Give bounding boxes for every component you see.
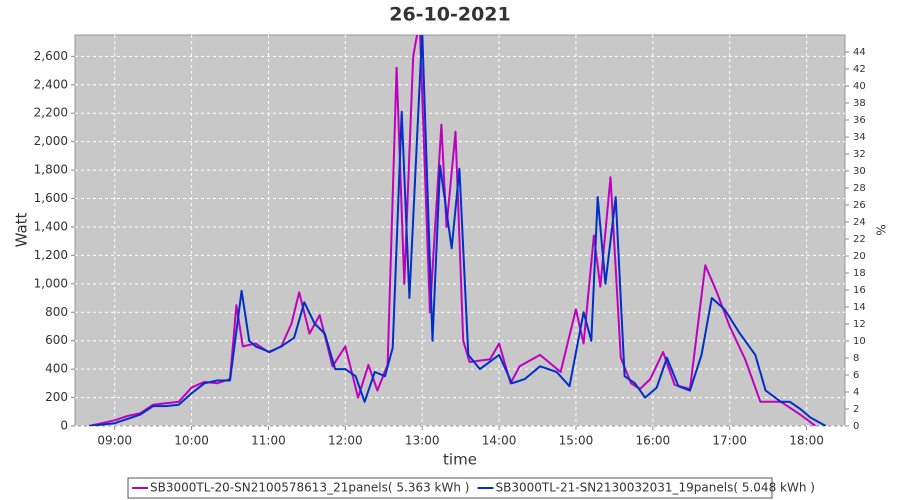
y-tick-label: 2,400 [34, 77, 68, 91]
legend-label: SB3000TL-21-SN2130032031_19panels( 5.048… [495, 481, 814, 495]
y2-tick-label: 4 [853, 387, 859, 398]
series-line [88, 35, 827, 426]
legend [127, 477, 773, 499]
y2-tick-label: 34 [853, 132, 866, 143]
y2-tick-label: 28 [853, 183, 866, 194]
y-tick-label: 2,000 [34, 134, 68, 148]
y-tick-label: 600 [45, 333, 68, 347]
y-tick-label: 1,800 [34, 163, 68, 177]
y-tick-label: 200 [45, 390, 68, 404]
y-tick-label: 800 [45, 305, 68, 319]
y2-tick-label: 2 [853, 404, 859, 415]
y2-tick-label: 20 [853, 251, 866, 262]
y2-tick-label: 36 [853, 115, 866, 126]
chart-title: 26-10-2021 [389, 4, 511, 26]
x-tick-label: 10:00 [174, 434, 209, 448]
y2-tick-label: 38 [853, 98, 866, 109]
y2-tick-label: 16 [853, 285, 866, 296]
y-tick-label: 1,000 [34, 276, 68, 290]
y2-tick-label: 12 [853, 319, 866, 330]
y-tick-label: 1,200 [34, 248, 68, 262]
y2-tick-label: 6 [853, 370, 859, 381]
legend-label: SB3000TL-20-SN2100578613_21panels( 5.363… [150, 481, 469, 495]
y2-tick-label: 44 [853, 47, 866, 58]
y2-tick-label: 18 [853, 268, 866, 279]
y2-tick-label: 10 [853, 336, 866, 347]
y-tick-label: 400 [45, 362, 68, 376]
y-tick-label: 0 [60, 419, 68, 433]
y2-tick-label: 8 [853, 353, 859, 364]
y-tick-label: 2,600 [34, 49, 68, 63]
y-tick-label: 2,200 [34, 106, 68, 120]
y2-tick-label: 22 [853, 234, 866, 245]
y2-tick-label: 30 [853, 166, 866, 177]
x-tick-label: 17:00 [712, 434, 747, 448]
x-axis-label: time [443, 451, 477, 469]
x-tick-label: 14:00 [482, 434, 517, 448]
y2-tick-label: 42 [853, 64, 866, 75]
y2-tick-label: 14 [853, 302, 866, 313]
y2-tick-label: 40 [853, 81, 866, 92]
x-tick-label: 16:00 [636, 434, 671, 448]
x-tick-label: 15:00 [559, 434, 594, 448]
x-tick-label: 11:00 [251, 434, 286, 448]
y-axis-label: Watt [13, 212, 31, 247]
y2-axis-label: % [874, 224, 888, 235]
y2-tick-label: 24 [853, 217, 866, 228]
y-tick-label: 1,600 [34, 191, 68, 205]
x-tick-label: 13:00 [405, 434, 440, 448]
x-tick-label: 12:00 [328, 434, 363, 448]
x-tick-label: 18:00 [789, 434, 824, 448]
y2-tick-label: 32 [853, 149, 866, 160]
y2-tick-label: 0 [853, 421, 859, 432]
x-tick-label: 09:00 [97, 434, 132, 448]
y2-tick-label: 26 [853, 200, 866, 211]
y-tick-label: 1,400 [34, 219, 68, 233]
